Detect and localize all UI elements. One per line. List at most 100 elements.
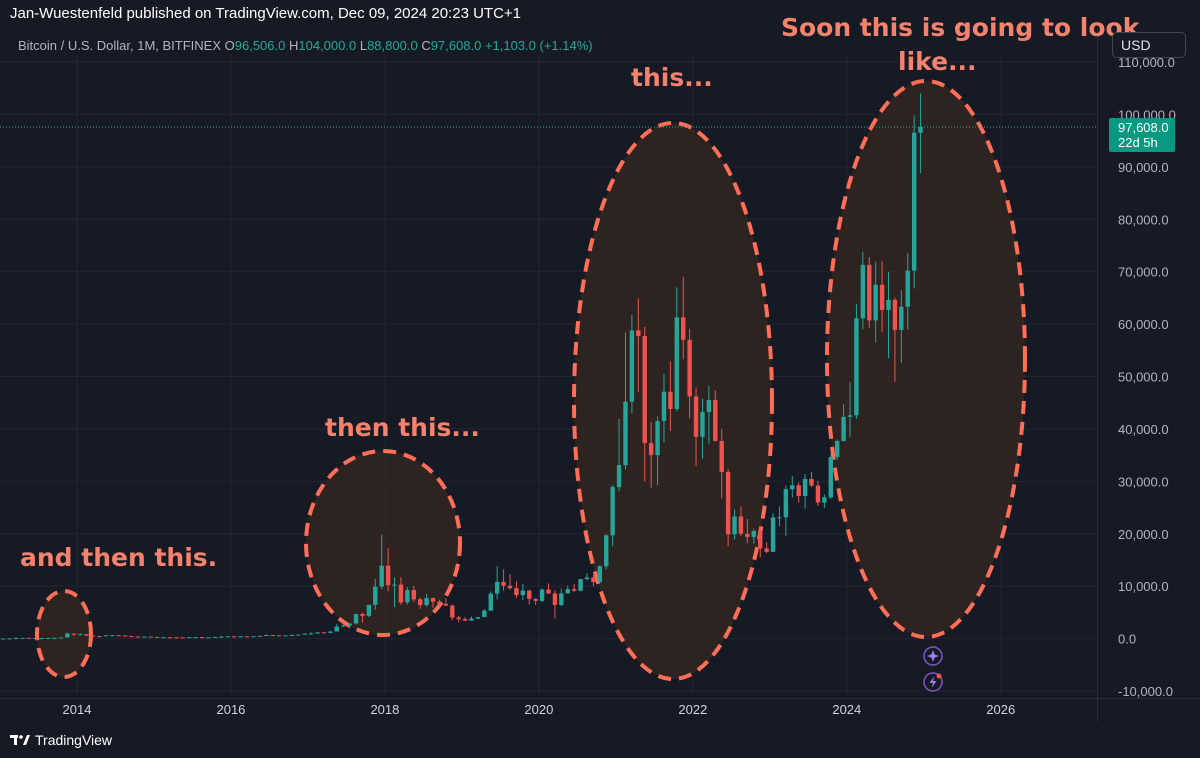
candle-body (745, 533, 750, 537)
candle (1, 638, 6, 640)
candle (501, 569, 506, 591)
candle-body (636, 330, 641, 337)
candle-body (20, 637, 25, 639)
candle-body (751, 531, 756, 537)
candle (225, 636, 230, 638)
candle-body (700, 412, 705, 437)
candle-body (892, 299, 898, 330)
candle (578, 578, 583, 592)
candle-body (219, 636, 224, 638)
annotation-then-this: then this... (325, 413, 480, 442)
candle-body (430, 598, 436, 602)
open-label: O (224, 38, 235, 53)
candle-body (296, 634, 301, 636)
lightning-icon[interactable] (923, 672, 943, 692)
candle-body (539, 589, 545, 601)
candle (90, 635, 96, 637)
candle (405, 587, 410, 605)
candle-body (379, 565, 384, 587)
candle-body (417, 599, 423, 606)
candle (559, 588, 564, 607)
high-value: 104,000.0 (298, 38, 357, 53)
candle-body (860, 264, 866, 319)
candle-body (193, 637, 198, 639)
candle (809, 471, 814, 488)
candle-body (533, 598, 538, 601)
candle-body (520, 590, 526, 596)
candle (886, 271, 891, 359)
candle (167, 637, 173, 639)
candle (693, 387, 699, 467)
x-tick-label: 2014 (63, 702, 92, 717)
candle-body (905, 270, 910, 307)
candle (417, 597, 423, 609)
candle (302, 633, 307, 635)
annotation-soon: Soon this is going to look (781, 13, 1141, 42)
candle-body (847, 415, 853, 417)
symbol-title[interactable]: Bitcoin / U.S. Dollar, 1M, BITFINEX (18, 38, 221, 53)
symbol-ohlc-bar: Bitcoin / U.S. Dollar, 1M, BITFINEX O96,… (18, 38, 593, 53)
candle (732, 509, 737, 540)
candle (251, 636, 256, 638)
candle-body (790, 485, 795, 490)
candle (411, 586, 416, 602)
candle (571, 584, 577, 592)
candle (270, 634, 275, 637)
candle-body (725, 471, 731, 535)
candle (822, 494, 827, 509)
publisher-line: Jan-Wuestenfeld published on TradingView… (10, 5, 522, 22)
candle-body (783, 489, 789, 518)
candle-body (668, 391, 673, 409)
candle-body (116, 635, 121, 637)
candle-body (264, 635, 269, 637)
price-label-value: 97,608.0 (1118, 120, 1169, 135)
candle-body (270, 635, 275, 637)
candle-body (103, 635, 109, 637)
candle (443, 598, 449, 607)
candle-body (591, 577, 596, 583)
currency-button[interactable]: USD (1112, 32, 1186, 58)
sparkle-icon[interactable] (923, 646, 943, 666)
candle-body (321, 632, 327, 634)
low-value: 88,800.0 (367, 38, 418, 53)
candle (193, 637, 198, 639)
candle-body (244, 636, 250, 638)
candle-body (578, 579, 583, 591)
candle (636, 298, 641, 393)
candle-body (828, 456, 833, 498)
candle-body (681, 317, 686, 340)
candle-body (469, 618, 474, 621)
candle (341, 622, 346, 628)
candle (13, 637, 19, 640)
annotation-this: this... (631, 63, 713, 92)
candle-body (276, 635, 282, 637)
candle (777, 506, 782, 527)
candle (347, 623, 352, 629)
candle-body (886, 299, 891, 310)
candle (199, 637, 205, 639)
candle (20, 637, 25, 639)
candle-body (648, 443, 654, 456)
candle-body (174, 637, 179, 639)
candle (565, 585, 570, 594)
candle-body (353, 613, 359, 624)
candle-body (815, 485, 821, 503)
candle-body (546, 589, 551, 594)
candle (45, 637, 51, 639)
candle-body (161, 637, 166, 639)
candle (39, 638, 44, 640)
time-axis: 2014 2016 2018 2020 2022 2024 2026 (63, 702, 1016, 717)
candle (65, 632, 70, 638)
candle-body (456, 617, 461, 620)
candle-body (450, 605, 455, 618)
candle (26, 637, 32, 639)
candle-body (341, 625, 346, 627)
candle-body (514, 588, 519, 596)
candle-body (45, 637, 51, 639)
candle (520, 584, 526, 601)
candle-body (809, 478, 814, 486)
candle-body (661, 391, 667, 422)
current-price-label: 97,608.0 22d 5h (1109, 118, 1175, 152)
candle-body (610, 487, 615, 536)
